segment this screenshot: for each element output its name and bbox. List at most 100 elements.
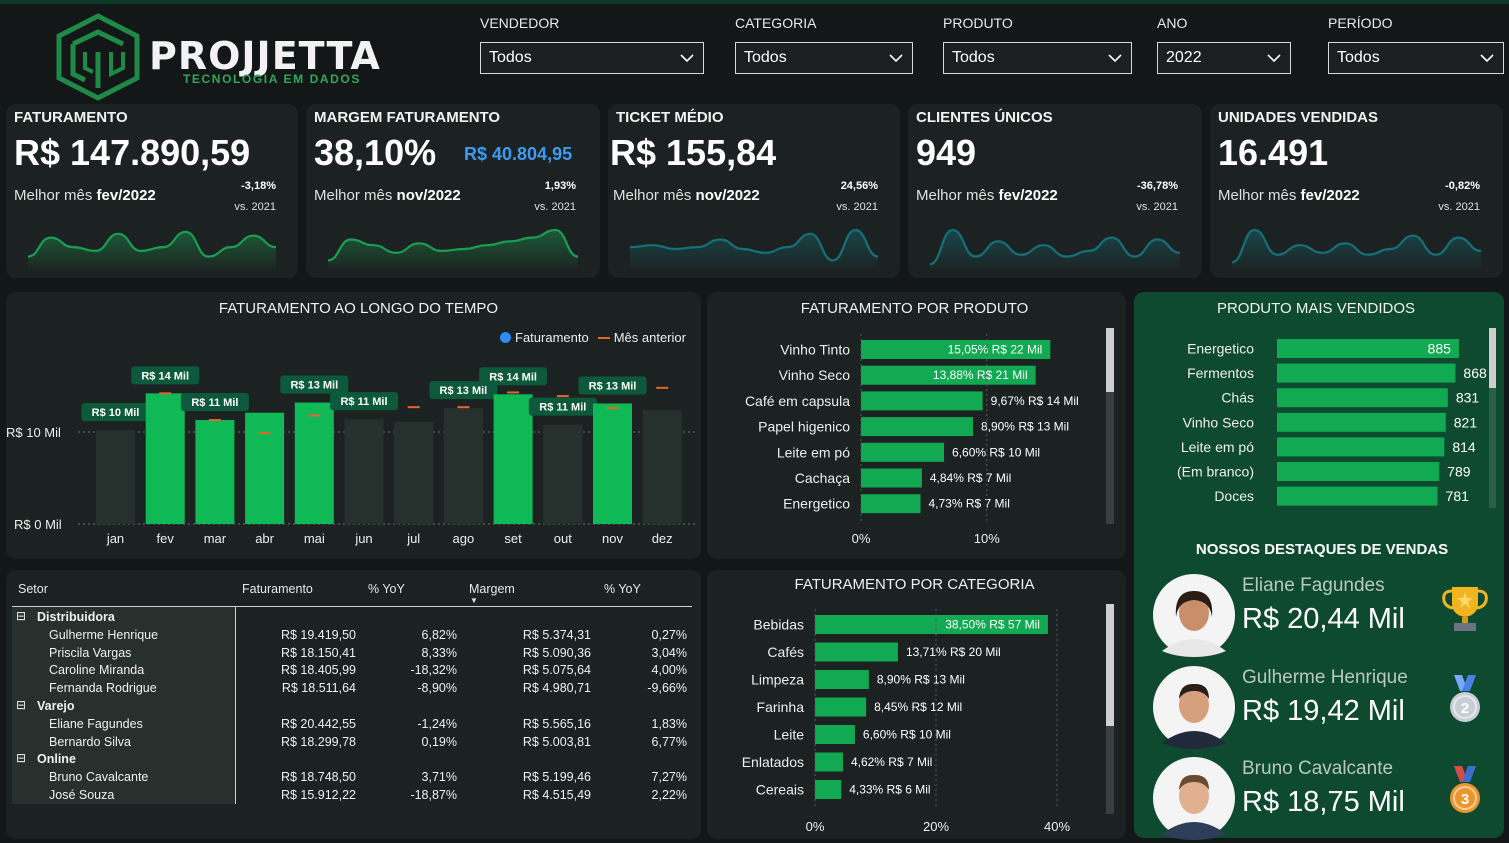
kpi-value: 16.491 bbox=[1218, 132, 1329, 173]
bar-vinho-seco[interactable] bbox=[1277, 412, 1446, 432]
filter-dropdown-vendedor[interactable]: Todos bbox=[480, 42, 704, 74]
filter-dropdown-produto[interactable]: Todos bbox=[943, 42, 1132, 74]
bar-dez[interactable] bbox=[642, 409, 682, 524]
bar-vinho-seco[interactable] bbox=[861, 365, 1036, 385]
avatar-shirt bbox=[1162, 731, 1226, 749]
bar-vinho-tinto[interactable] bbox=[861, 340, 1051, 359]
bar-doces[interactable] bbox=[1277, 486, 1438, 506]
x-tick-ago: ago bbox=[453, 531, 475, 546]
category-label: Café em capsula bbox=[745, 393, 850, 409]
bar-leite[interactable] bbox=[815, 725, 855, 744]
table-header-3[interactable]: Margem bbox=[469, 582, 515, 596]
bar-nov[interactable] bbox=[593, 403, 632, 524]
dropdown-value: Todos bbox=[952, 49, 995, 66]
highlight-name: Gulherme Henrique bbox=[1242, 667, 1408, 688]
kpi-vs: vs. 2021 bbox=[534, 201, 576, 213]
group-name-distribuidora[interactable]: Distribuidora bbox=[37, 610, 115, 624]
table-cell: R$ 5.199,46 bbox=[522, 770, 591, 785]
filter-dropdown-período[interactable]: Todos bbox=[1328, 42, 1504, 74]
table-row-name: Eliane Fagundes bbox=[49, 716, 143, 731]
kpi-best-prefix: Melhor mês bbox=[613, 187, 696, 204]
bar-(em-branco)[interactable] bbox=[1277, 462, 1440, 481]
collapse-icon[interactable]: ⊟ bbox=[16, 609, 27, 623]
bar-value-label: 8,90% R$ 13 Mil bbox=[981, 420, 1069, 434]
category-label: Cachaça bbox=[795, 470, 850, 486]
bar-bebidas[interactable] bbox=[815, 615, 1048, 634]
bar-energetico[interactable] bbox=[1277, 339, 1459, 358]
top-products-panel: PRODUTO MAIS VENDIDOS Energetico 885 Ferme… bbox=[1134, 292, 1504, 840]
bar-value-label: 821 bbox=[1454, 414, 1478, 430]
product-chart-panel: FATURAMENTO POR PRODUTO Vinho Tinto 15,05… bbox=[707, 292, 1126, 559]
table-cell: 0,19% bbox=[421, 734, 457, 749]
table-header-2[interactable]: % YoY bbox=[368, 582, 405, 596]
avatar-shirt bbox=[1162, 639, 1226, 657]
bar-enlatados[interactable] bbox=[815, 752, 843, 772]
bar-out[interactable] bbox=[543, 424, 583, 524]
bar-value-label: 885 bbox=[1428, 341, 1452, 357]
category-scroll-thumb[interactable] bbox=[1106, 604, 1114, 726]
category-label: Bebidas bbox=[753, 617, 804, 633]
category-label: Cereais bbox=[756, 782, 804, 798]
top-products-scrollbar[interactable] bbox=[1489, 328, 1496, 508]
product-scrollbar[interactable] bbox=[1106, 328, 1114, 524]
bar-cereais[interactable] bbox=[815, 780, 842, 799]
filter-dropdown-ano[interactable]: 2022 bbox=[1157, 42, 1291, 74]
kpi-best-prefix: Melhor mês bbox=[314, 187, 397, 204]
bar-cachaça[interactable] bbox=[861, 468, 922, 488]
bar-chás[interactable] bbox=[1277, 388, 1448, 408]
bar-set[interactable] bbox=[493, 394, 533, 524]
bar-ago[interactable] bbox=[443, 408, 483, 524]
legend-dot-icon bbox=[500, 332, 511, 343]
kpi-vs: vs. 2021 bbox=[234, 201, 276, 213]
avatar-shirt bbox=[1162, 822, 1226, 840]
bar-limpeza[interactable] bbox=[815, 670, 869, 689]
highlight-name: Bruno Cavalcante bbox=[1242, 758, 1394, 779]
kpi-title: UNIDADES VENDIDAS bbox=[1218, 109, 1379, 126]
filter-dropdown-categoria[interactable]: Todos bbox=[735, 42, 913, 74]
product-scroll-thumb[interactable] bbox=[1106, 328, 1114, 392]
group-name-varejo[interactable]: Varejo bbox=[37, 699, 75, 713]
category-label: Limpeza bbox=[751, 672, 804, 688]
bar-value-label: 8,45% R$ 12 Mil bbox=[874, 700, 962, 714]
table-header-1[interactable]: Faturamento bbox=[242, 582, 313, 596]
avatar-face bbox=[1179, 595, 1209, 631]
sort-caret-icon[interactable]: ▼ bbox=[470, 596, 478, 605]
kpi-value: 949 bbox=[916, 132, 977, 173]
legend-current-label: Faturamento bbox=[515, 330, 589, 345]
bar-leite-em-pó[interactable] bbox=[1277, 437, 1445, 457]
table-header-0[interactable]: Setor bbox=[18, 582, 48, 596]
bar-farinha[interactable] bbox=[815, 697, 867, 717]
bar-fev[interactable] bbox=[145, 393, 185, 524]
data-label-bg-mar bbox=[180, 393, 249, 412]
bar-leite-em-pó[interactable] bbox=[861, 442, 945, 462]
x-tick-label: 10% bbox=[974, 531, 1000, 546]
collapse-icon[interactable]: ⊟ bbox=[16, 698, 27, 712]
x-tick-abr: abr bbox=[255, 531, 274, 546]
table-row-name: Fernanda Rodrigue bbox=[49, 681, 157, 696]
kpi-best-value: nov/2022 bbox=[396, 187, 461, 204]
bar-mai[interactable] bbox=[294, 402, 334, 524]
category-scrollbar[interactable] bbox=[1106, 604, 1114, 814]
bar-value-label: 868 bbox=[1463, 365, 1487, 381]
bar-mar[interactable] bbox=[195, 420, 235, 524]
bar-cafés[interactable] bbox=[815, 642, 898, 662]
table-cell: R$ 5.003,81 bbox=[522, 734, 591, 749]
bar-jul[interactable] bbox=[394, 421, 434, 524]
collapse-icon[interactable]: ⊟ bbox=[16, 751, 27, 766]
time-chart-legend: Faturamento Mês anterior bbox=[500, 330, 686, 345]
bar-value-label: 9,67% R$ 14 Mil bbox=[991, 394, 1079, 408]
data-label-mai: R$ 13 Mil bbox=[290, 380, 338, 392]
bar-abr[interactable] bbox=[245, 412, 285, 524]
top-products-scroll-thumb[interactable] bbox=[1489, 328, 1496, 388]
bar-value-label: 13,88% R$ 21 Mil bbox=[933, 368, 1028, 382]
table-header-4[interactable]: % YoY bbox=[604, 582, 641, 596]
kpi-best-month: Melhor mês nov/2022 bbox=[314, 187, 461, 204]
bar-jun[interactable] bbox=[344, 419, 384, 524]
bar-café-em-capsula[interactable] bbox=[861, 391, 983, 411]
category-label: Leite em pó bbox=[777, 444, 850, 460]
group-name-online[interactable]: Online bbox=[37, 752, 76, 767]
bar-energetico[interactable] bbox=[861, 494, 921, 514]
bar-fermentos[interactable] bbox=[1277, 363, 1456, 383]
bar-papel-higenico[interactable] bbox=[861, 417, 973, 437]
bar-jan[interactable] bbox=[96, 430, 135, 524]
